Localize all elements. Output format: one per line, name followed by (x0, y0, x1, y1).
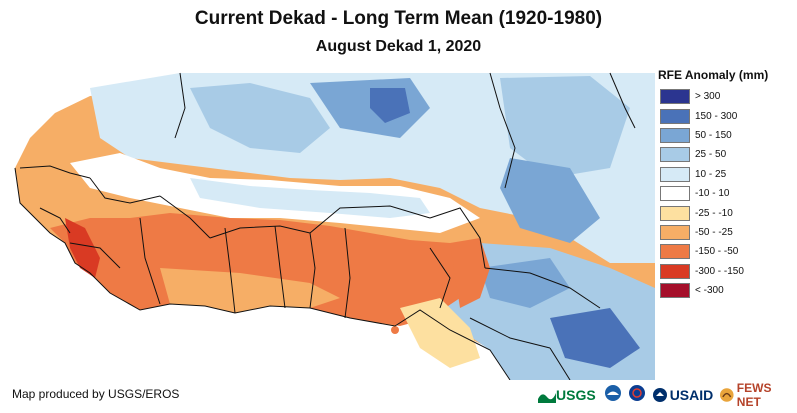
map-title: Current Dekad - Long Term Mean (1920-198… (194, 8, 603, 29)
rainfall-anomaly-map (10, 68, 655, 380)
wet-patch-6 (550, 308, 640, 368)
legend-item: -50 - -25 (658, 223, 793, 242)
country-borders (19, 72, 636, 380)
legend-item: > 300 (658, 87, 793, 106)
legend-swatch (660, 283, 690, 299)
legend-item: -25 - -10 (658, 203, 793, 222)
bioko-island (391, 326, 399, 334)
dry-core-east (450, 238, 490, 308)
light-blue-strip (190, 178, 430, 218)
legend-swatch (660, 147, 690, 163)
wet-patch-7 (480, 258, 570, 308)
coastline (14, 167, 511, 380)
legend-swatch (660, 108, 690, 124)
legend-swatch (660, 244, 690, 260)
usgs-wave-icon (538, 393, 556, 403)
dry-west-coast (20, 158, 70, 208)
legend-label: 50 - 150 (695, 129, 732, 141)
legend-label: -300 - -150 (695, 265, 744, 277)
legend-label: > 300 (695, 91, 721, 103)
usaid-logo: USAID (652, 387, 713, 403)
fewsnet-logo: FEWS NET (719, 381, 797, 409)
legend-label: -150 - -50 (695, 246, 739, 258)
legend-label: -10 - 10 (695, 188, 730, 200)
wet-patch-4 (500, 158, 600, 243)
usgs-logo: USGS (538, 387, 596, 403)
legend-item: -10 - 10 (658, 184, 793, 203)
wet-patch-3 (500, 76, 630, 178)
legend-item: 150 - 300 (658, 106, 793, 125)
legend-swatch (660, 205, 690, 221)
usaid-seal-icon (652, 388, 667, 402)
legend-item: 25 - 50 (658, 145, 793, 164)
legend-swatch (660, 263, 690, 279)
legend-label: 150 - 300 (695, 110, 738, 122)
legend-item: < -300 (658, 281, 793, 300)
dry-core-west (50, 213, 470, 326)
legend-label: -25 - -10 (695, 207, 733, 219)
legend-label: < -300 (695, 285, 724, 297)
agency-logos: USGS USAID FEWS NET (538, 381, 797, 409)
moderate-dry-band (160, 268, 340, 313)
legend-item: 50 - 150 (658, 126, 793, 145)
legend-title: RFE Anomaly (mm) (658, 68, 769, 82)
light-dry-patch (400, 298, 480, 368)
legend-item: 10 - 25 (658, 165, 793, 184)
very-dry-coast (65, 218, 100, 278)
wet-patch-1 (190, 83, 330, 153)
nasa-icon (628, 384, 645, 401)
legend-label: 10 - 25 (695, 168, 727, 180)
legend: RFE Anomaly (mm) > 300 150 - 300 50 - 150 2… (658, 68, 793, 300)
legend-swatch (660, 127, 690, 143)
map-subtitle: August Dekad 1, 2020 (315, 38, 482, 55)
legend-swatch (660, 166, 690, 182)
noaa-logo (604, 384, 622, 407)
legend-swatch (660, 224, 690, 240)
legend-item: -150 - -50 (658, 242, 793, 261)
legend-items: > 300 150 - 300 50 - 150 25 - 50 10 - 25 -10 … (658, 87, 793, 300)
legend-label: 25 - 50 (695, 149, 727, 161)
legend-item: -300 - -150 (658, 262, 793, 281)
nasa-logo (628, 384, 646, 407)
map-credit: Map produced by USGS/EROS (12, 387, 180, 401)
noaa-icon (604, 384, 621, 401)
fewsnet-icon (720, 388, 734, 402)
wet-patch-5 (370, 88, 410, 123)
legend-label: -50 - -25 (695, 226, 733, 238)
legend-swatch (660, 186, 690, 202)
legend-swatch (660, 89, 690, 105)
